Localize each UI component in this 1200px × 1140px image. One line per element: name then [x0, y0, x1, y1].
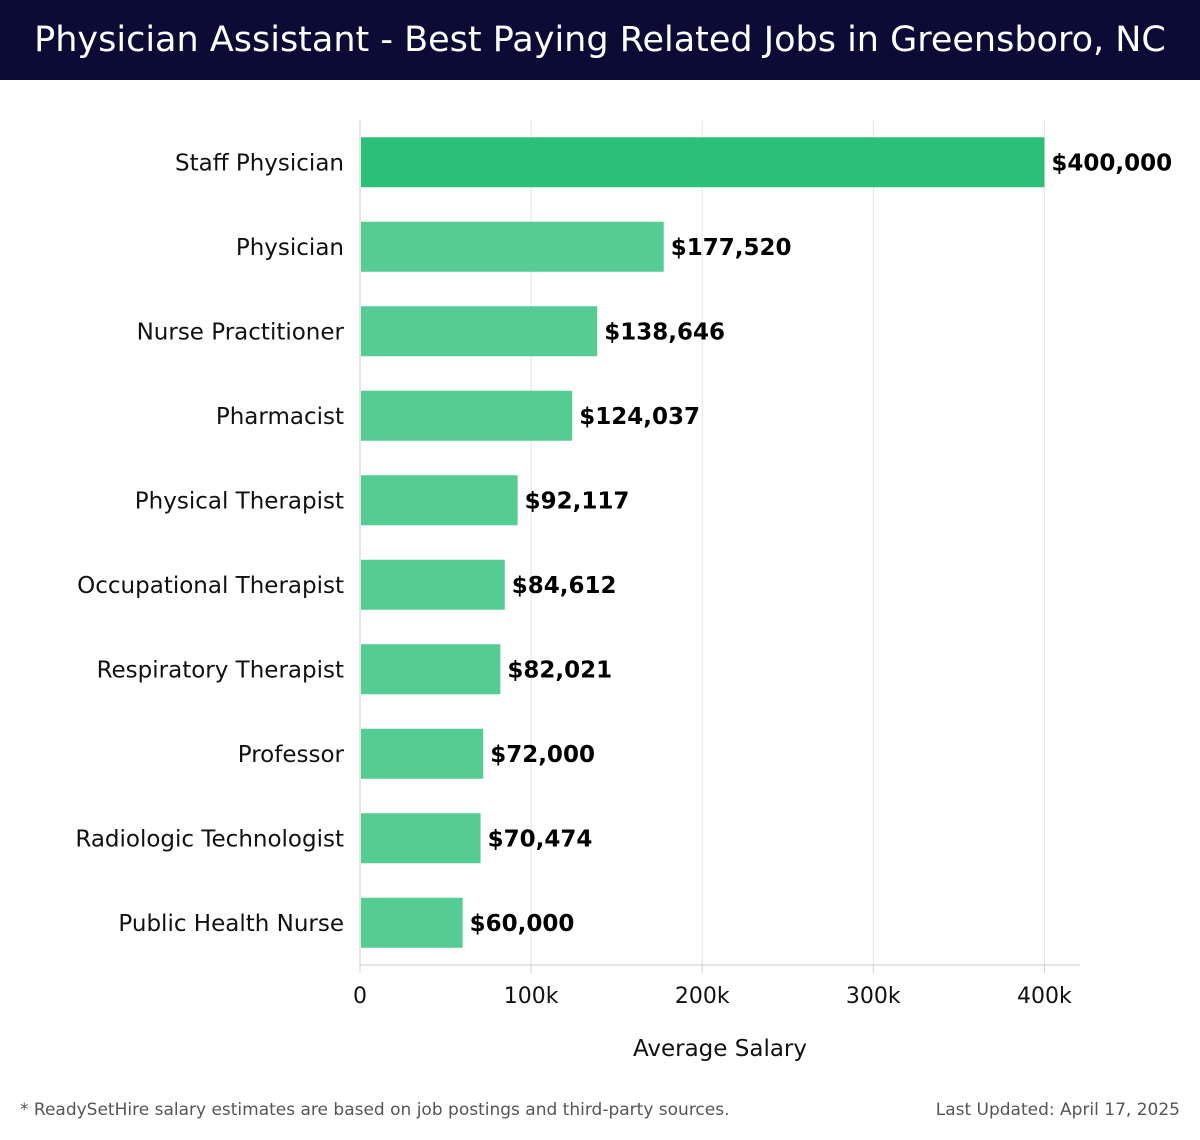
x-tick-label: 400k [1017, 984, 1072, 1009]
x-tick-label: 100k [504, 984, 559, 1009]
last-updated: Last Updated: April 17, 2025 [935, 1100, 1180, 1120]
category-label: Staff Physician [175, 150, 344, 176]
bar [361, 728, 484, 779]
value-label: $60,000 [470, 911, 575, 937]
value-label: $400,000 [1051, 150, 1172, 176]
category-label: Respiratory Therapist [97, 657, 344, 683]
category-label: Physical Therapist [135, 488, 344, 514]
value-label: $72,000 [490, 742, 595, 768]
category-label: Physician [236, 235, 344, 261]
bar [361, 559, 505, 610]
x-tick-label: 0 [353, 984, 367, 1009]
value-label: $92,117 [525, 488, 630, 514]
salary-bar-chart: 0 100k 200k 300k 400k Average Salary Staff Phy… [75, 120, 1172, 1062]
category-label: Occupational Therapist [77, 573, 344, 599]
bar [361, 813, 481, 864]
value-label: $70,474 [488, 826, 593, 852]
bar [361, 390, 573, 441]
category-label: Public Health Nurse [118, 911, 344, 937]
footer-note: * ReadySetHire salary estimates are base… [20, 1100, 730, 1120]
bar [361, 644, 501, 695]
category-label: Nurse Practitioner [137, 319, 345, 345]
value-label: $124,037 [579, 404, 700, 430]
value-label: $84,612 [512, 573, 617, 599]
category-label: Pharmacist [216, 404, 344, 430]
bar [361, 137, 1045, 188]
category-label: Radiologic Technologist [75, 826, 344, 852]
value-label: $82,021 [507, 657, 612, 683]
x-axis-title: Average Salary [633, 1036, 807, 1062]
bar [361, 221, 664, 272]
chart-title: Physician Assistant - Best Paying Relate… [34, 20, 1166, 60]
title-bar: Physician Assistant - Best Paying Relate… [0, 0, 1200, 80]
bar [361, 897, 463, 948]
x-tick-label: 300k [846, 984, 901, 1009]
bar [361, 475, 518, 526]
x-tick-label: 200k [675, 984, 730, 1009]
value-label: $177,520 [671, 235, 792, 261]
category-label: Professor [238, 742, 345, 768]
bar [361, 306, 598, 357]
value-label: $138,646 [604, 319, 725, 345]
